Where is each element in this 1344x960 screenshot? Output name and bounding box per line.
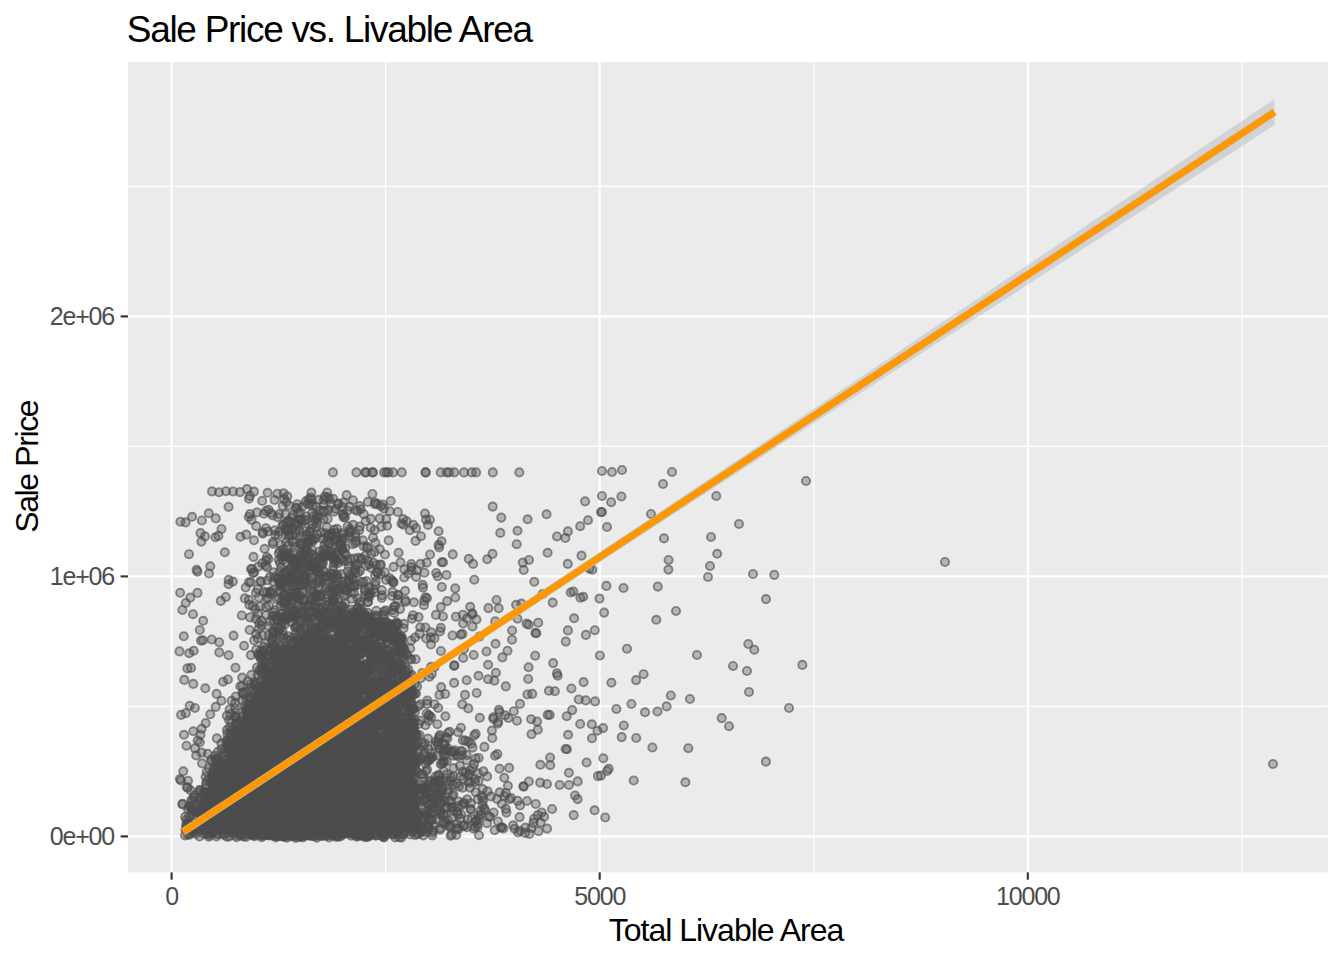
- svg-text:2e+06: 2e+06: [50, 302, 115, 330]
- svg-text:Total Livable Area: Total Livable Area: [609, 912, 845, 948]
- svg-text:5000: 5000: [574, 882, 625, 910]
- svg-text:Sale Price: Sale Price: [10, 400, 46, 532]
- svg-text:1e+06: 1e+06: [50, 562, 115, 590]
- svg-text:0e+00: 0e+00: [50, 822, 115, 850]
- svg-text:0: 0: [165, 882, 178, 910]
- svg-text:10000: 10000: [996, 882, 1060, 910]
- svg-text:Sale Price vs. Livable Area: Sale Price vs. Livable Area: [127, 9, 534, 50]
